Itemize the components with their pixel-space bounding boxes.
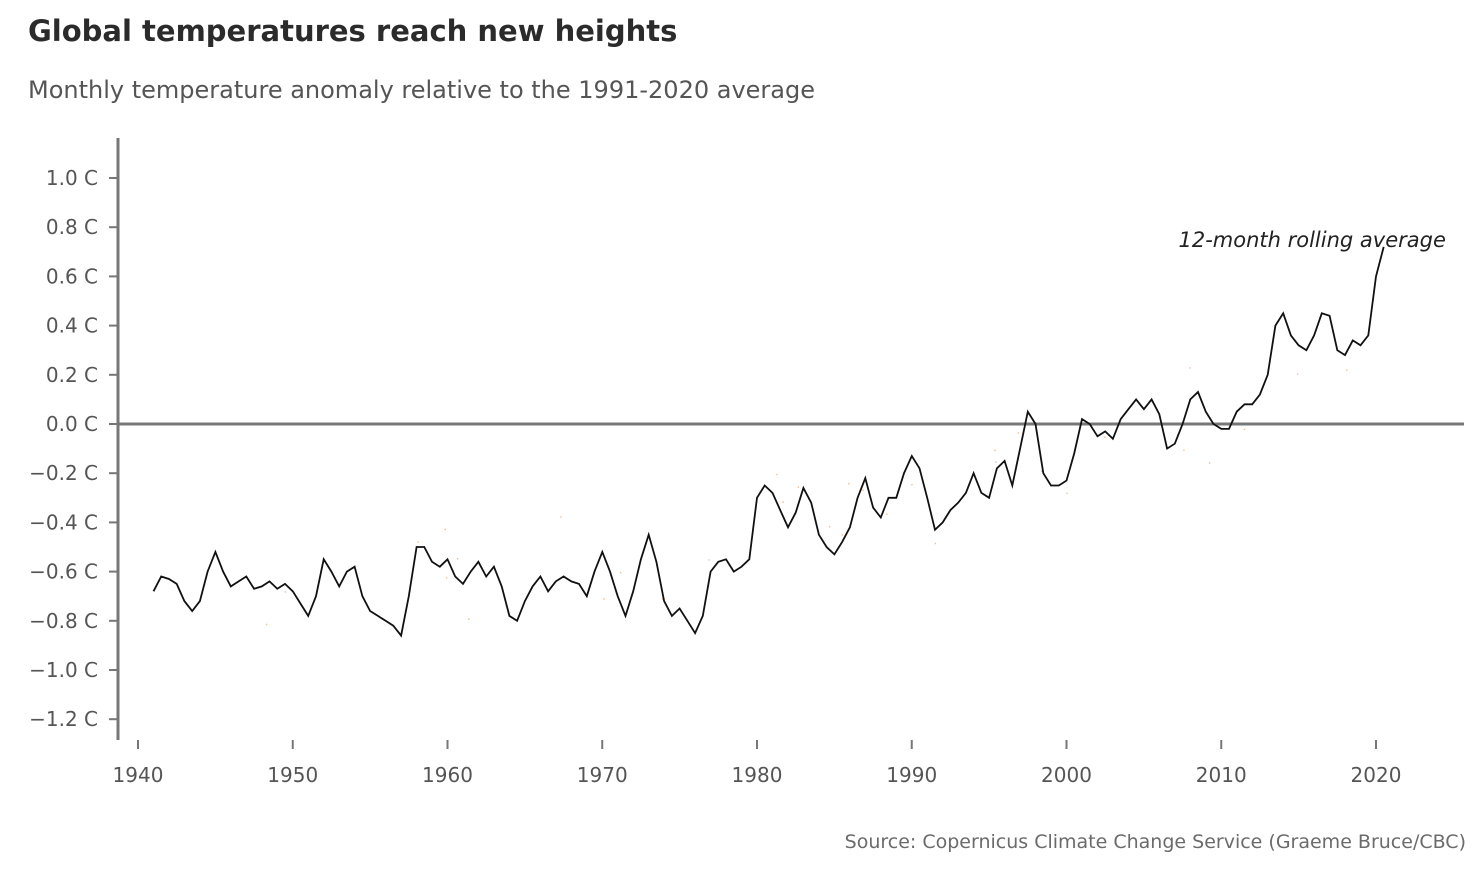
y-tick-label: −0.4 C (29, 510, 98, 534)
y-tick-label: −0.6 C (29, 560, 98, 584)
rolling-average-annotation: 12-month rolling average (1178, 228, 1445, 252)
y-tick-label: 0.0 C (46, 412, 98, 436)
y-tick-label: 0.4 C (46, 314, 98, 338)
monthly-points (265, 367, 1348, 626)
x-tick-label: 1950 (267, 763, 318, 787)
y-tick-label: −1.2 C (29, 707, 98, 731)
chart-subtitle: Monthly temperature anomaly relative to … (28, 76, 815, 104)
x-tick-label: 1940 (113, 763, 164, 787)
source-note: Source: Copernicus Climate Change Servic… (844, 831, 1466, 853)
y-tick-label: 0.8 C (46, 215, 98, 239)
x-tick-label: 2010 (1196, 763, 1247, 787)
chart-title: Global temperatures reach new heights (28, 14, 678, 48)
y-tick-label: −1.0 C (29, 658, 98, 682)
y-tick-label: 1.0 C (46, 166, 98, 190)
y-tick-label: −0.8 C (29, 609, 98, 633)
x-tick-label: 2020 (1351, 763, 1402, 787)
x-tick-label: 2000 (1041, 763, 1092, 787)
y-tick-label: 0.6 C (46, 264, 98, 288)
x-tick-label: 1960 (422, 763, 473, 787)
rolling-average-line (152, 246, 1385, 638)
x-tick-label: 1970 (577, 763, 628, 787)
x-tick-label: 1980 (732, 763, 783, 787)
x-tick-label: 1990 (886, 763, 937, 787)
y-tick-label: −0.2 C (29, 461, 98, 485)
axes-layer: 1.0 C 0.8 C 0.6 C 0.4 C 0.2 C 0.0 C −0.2 C −0.4… (29, 138, 1401, 787)
y-tick-label: 0.2 C (46, 363, 98, 387)
monthly-points-layer (265, 367, 1348, 626)
